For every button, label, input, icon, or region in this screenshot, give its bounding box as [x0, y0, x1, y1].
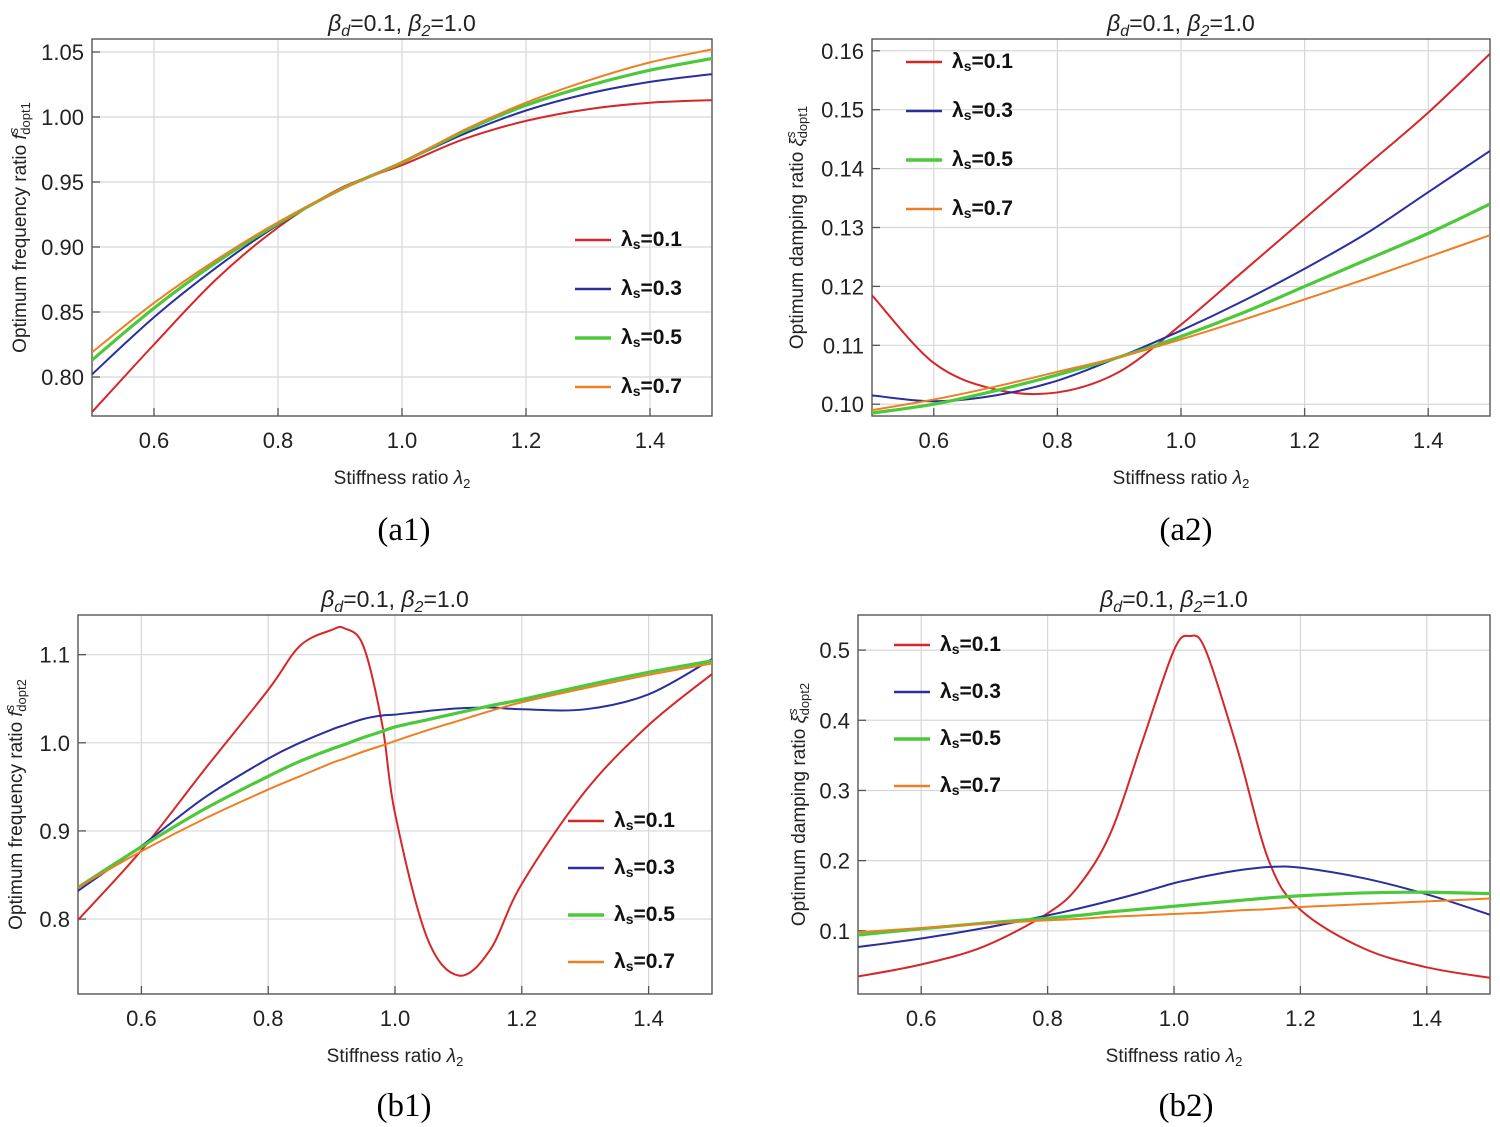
y-tick-label: 0.1	[819, 919, 850, 944]
series-line-s0-7	[78, 662, 712, 889]
x-tick-label: 1.0	[380, 1006, 411, 1031]
y-tick-label: 0.95	[41, 170, 84, 195]
legend-label: λs=0.3	[614, 856, 675, 880]
series-line-s0-3	[78, 658, 712, 892]
legend-label: λs=0.5	[940, 727, 1001, 751]
subfigure-caption: (b2)	[1159, 1088, 1214, 1124]
series-line-s0-7	[858, 897, 1490, 934]
series-line-s0-5	[858, 890, 1490, 937]
legend-label: λs=0.5	[952, 148, 1013, 172]
x-tick-label: 1.2	[507, 1006, 538, 1031]
x-tick-label: 0.8	[253, 1006, 284, 1031]
y-axis-label: Optimum damping ratio ξsdopt2	[785, 683, 812, 926]
legend-label: λs=0.7	[614, 950, 675, 974]
y-axis-label: Optimum frequency ratio fsdopt1	[6, 102, 33, 353]
chart-b1: 0.6 0.8 1.0 1.2 1.4 0.8 0.9 1.0 1.1 βd=0.1, β2=1.…	[2, 586, 713, 1124]
y-tick-label: 0.9	[39, 819, 70, 844]
y-tick-label: 0.3	[819, 778, 850, 803]
chart-b2: 0.6 0.8 1.0 1.2 1.4 0.1 0.2 0.3 0.4 0.5 βd=0.1, β2…	[785, 586, 1491, 1124]
series-line-s0-5	[872, 202, 1490, 415]
subfigure-caption: (b1)	[377, 1088, 432, 1124]
x-axis-label: Stiffness ratio λ2	[334, 468, 471, 491]
legend-label: λs=0.3	[940, 680, 1001, 704]
legend-label: λs=0.7	[621, 375, 682, 399]
subfigure-caption: (a1)	[377, 512, 430, 548]
y-tick-label: 0.11	[823, 333, 864, 358]
y-axis-label: Optimum frequency ratio fsdopt2	[2, 679, 29, 930]
legend-label: λs=0.3	[621, 277, 682, 301]
y-tick-label: 0.13	[821, 216, 864, 241]
y-axis-label: Optimum damping ratio ξsdopt1	[783, 106, 810, 349]
x-axis-label: Stiffness ratio λ2	[1113, 468, 1250, 491]
chart-a2: 0.6 0.8 1.0 1.2 1.4 0.10 0.11 0.12 0.13 0.14 0.15 0…	[783, 10, 1491, 548]
legend-label: λs=0.7	[952, 197, 1013, 221]
legend-label: λs=0.1	[621, 228, 682, 252]
legend-label: λs=0.5	[614, 903, 675, 927]
y-tick-label: 1.05	[41, 40, 84, 65]
x-axis-label: Stiffness ratio λ2	[327, 1046, 464, 1069]
legend-label: λs=0.3	[952, 99, 1013, 123]
series-line-s0-5	[78, 659, 712, 889]
y-tick-label: 0.8	[39, 907, 70, 932]
chart-title: βd=0.1, β2=1.0	[1106, 10, 1255, 40]
x-tick-label: 1.2	[511, 428, 542, 453]
x-tick-label: 1.2	[1285, 1006, 1316, 1031]
x-tick-label: 0.8	[1042, 428, 1073, 453]
y-tick-label: 1.00	[41, 105, 84, 130]
x-axis-label: Stiffness ratio λ2	[1106, 1046, 1243, 1069]
x-tick-label: 0.8	[263, 428, 294, 453]
series-line-s0-7	[872, 234, 1490, 412]
chart-a1: 0.6 0.8 1.0 1.2 1.4 0.80 0.85 0.90 0.95 1.00 1.05 β…	[6, 10, 713, 548]
x-tick-label: 0.8	[1032, 1006, 1063, 1031]
chart-title: βd=0.1, β2=1.0	[327, 10, 476, 40]
x-tick-label: 1.4	[1413, 428, 1444, 453]
y-tick-label: 0.15	[821, 98, 864, 123]
chart-title: βd=0.1, β2=1.0	[320, 586, 469, 616]
y-tick-label: 0.2	[819, 849, 850, 874]
y-tick-label: 0.4	[819, 708, 850, 733]
x-tick-label: 0.6	[919, 428, 950, 453]
x-tick-label: 0.6	[906, 1006, 937, 1031]
legend-label: λs=0.7	[940, 774, 1001, 798]
legend-label: λs=0.1	[940, 633, 1001, 657]
x-tick-label: 0.6	[139, 428, 170, 453]
legend-label: λs=0.5	[621, 326, 682, 350]
series-line-s0-7	[92, 48, 712, 354]
y-tick-label: 0.90	[41, 235, 84, 260]
series-line-s0-1	[872, 53, 1490, 396]
subfigure-caption: (a2)	[1159, 512, 1212, 548]
x-tick-label: 1.4	[633, 1006, 664, 1031]
y-tick-label: 0.16	[821, 39, 864, 64]
y-tick-label: 0.14	[821, 157, 864, 182]
y-tick-label: 0.80	[41, 365, 84, 390]
x-tick-label: 1.0	[1159, 1006, 1190, 1031]
y-tick-label: 0.85	[41, 300, 84, 325]
x-tick-label: 0.6	[126, 1006, 157, 1031]
y-tick-label: 0.12	[821, 274, 864, 299]
chart-title: βd=0.1, β2=1.0	[1099, 586, 1248, 616]
series-line-s0-1	[78, 625, 712, 977]
y-tick-label: 0.5	[819, 638, 850, 663]
legend-label: λs=0.1	[952, 50, 1013, 74]
series-line-s0-1	[858, 634, 1490, 979]
y-tick-label: 1.0	[39, 731, 70, 756]
y-tick-label: 1.1	[39, 643, 70, 668]
x-tick-label: 1.4	[635, 428, 666, 453]
x-tick-label: 1.4	[1412, 1006, 1443, 1031]
x-tick-label: 1.0	[1166, 428, 1197, 453]
x-tick-label: 1.2	[1289, 428, 1320, 453]
series-line-s0-3	[872, 150, 1490, 403]
y-tick-label: 0.10	[821, 392, 864, 417]
x-tick-label: 1.0	[387, 428, 418, 453]
legend-label: λs=0.1	[614, 809, 675, 833]
